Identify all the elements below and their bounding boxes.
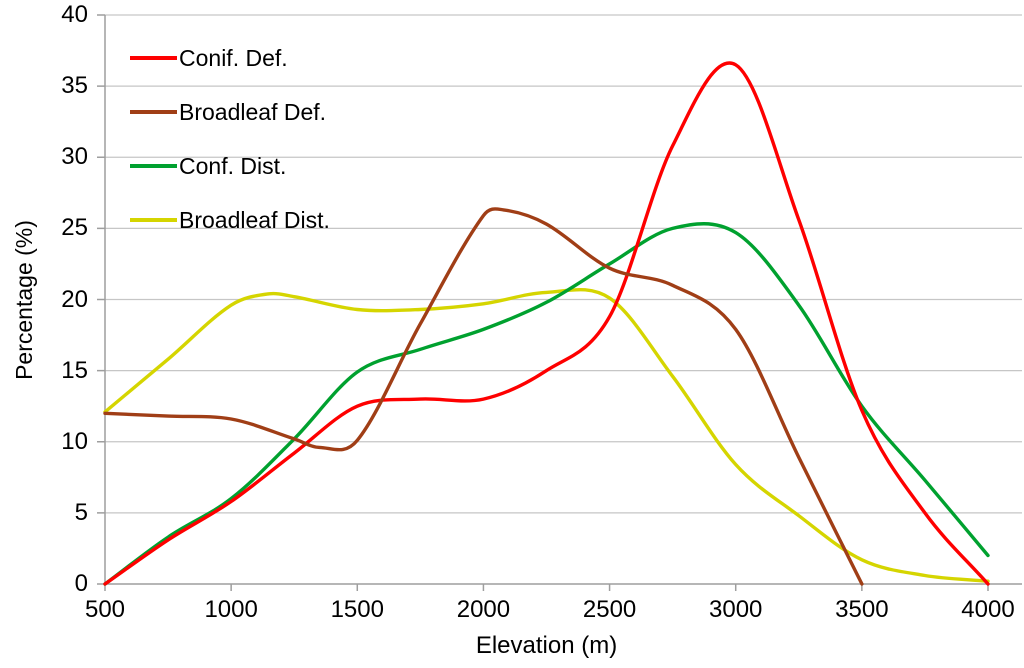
y-tick-label: 0 [74,570,88,597]
x-axis-title: Elevation (m) [475,632,618,659]
y-tick-label: 40 [61,1,88,28]
y-axis-title: Percentage (%) [11,220,37,380]
y-tick-label: 35 [61,72,88,100]
y-tick-label: 20 [61,285,88,313]
legend-item-conf-dist: Conf. Dist. [130,152,330,180]
legend-label: Conf. Dist. [179,152,287,179]
legend-label: Conif. Def. [179,44,288,71]
x-tick-label: 2000 [456,596,511,623]
x-tick-label: 3500 [835,596,889,623]
legend-line-swatch-broadleaf-def [130,110,177,114]
y-tick-label: 25 [61,214,88,242]
legend: Conif. Def. Broadleaf Def. Conf. Dist. Broa… [130,44,330,260]
series-line-broadleaf-dist [103,287,990,583]
legend-label: Broadleaf Dist. [179,206,330,233]
series-line-conif-def [103,61,990,586]
legend-label: Broadleaf Def. [179,98,327,125]
y-tick-label: 10 [61,427,88,455]
legend-line-swatch-conif-def [130,56,177,60]
x-tick-label: 1000 [204,596,258,623]
series-line-conf-dist [103,222,990,586]
legend-line-swatch-conf-dist [130,164,177,168]
x-tick-label: 1500 [330,596,384,623]
y-tick-label: 5 [74,498,88,526]
legend-item-broadleaf-def: Broadleaf Def. [130,98,330,126]
legend-item-broadleaf-dist: Broadleaf Dist. [130,206,330,234]
x-tick-label: 500 [84,596,126,623]
legend-line-swatch-broadleaf-dist [130,218,177,222]
x-tick-label: 2500 [582,596,637,623]
y-tick-label: 15 [61,356,88,384]
x-tick-label: 4000 [961,596,1015,623]
y-tick-label: 30 [61,143,88,171]
series-layer [103,61,990,586]
x-tick-label: 3000 [709,596,763,623]
legend-item-conif-def: Conif. Def. [130,44,330,72]
series-line-broadleaf-def [103,207,864,586]
